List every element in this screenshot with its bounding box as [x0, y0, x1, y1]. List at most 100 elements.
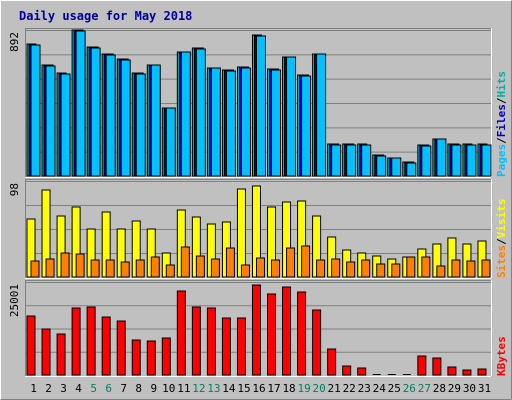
bar-pages	[436, 138, 447, 177]
bar-kbytes	[176, 290, 186, 376]
x-axis-day-labels: 1 2 3 4 5 6 7 8 9 10 11 12 13 14 15 16 17 18 19 20 21 22 23 24 2…	[30, 382, 491, 395]
bar-sites	[451, 259, 461, 278]
bar-kbytes	[297, 291, 307, 376]
bar-kbytes	[447, 366, 457, 376]
x-tick-label: 30	[463, 382, 476, 395]
x-tick-label: 6	[105, 382, 112, 395]
bar-pages	[45, 65, 56, 177]
bar-pages	[255, 35, 266, 177]
bar-sites	[361, 259, 371, 278]
bar-sites	[331, 258, 341, 278]
bar-sites	[466, 260, 476, 278]
bar-pages	[240, 67, 251, 177]
bar-pages	[286, 56, 297, 177]
x-tick-label: 21	[328, 382, 341, 395]
x-tick-label: 15	[237, 382, 250, 395]
x-tick-label: 22	[343, 382, 356, 395]
x-tick-label: 18	[282, 382, 295, 395]
bar-sites	[255, 257, 265, 278]
panel-kbytes: 25001 KBytes	[8, 280, 508, 377]
bar-kbytes	[282, 286, 292, 376]
legend: KBytes	[495, 336, 508, 376]
legend-entry: Pages	[495, 144, 508, 177]
x-tick-label: 27	[418, 382, 431, 395]
bar-pages	[451, 144, 462, 177]
x-tick-label: 19	[297, 382, 310, 395]
bar-kbytes	[41, 328, 51, 376]
bar-sites	[150, 256, 160, 278]
bar-kbytes	[312, 309, 322, 376]
panel-visits-sites: 98 Sites/Visits	[8, 179, 508, 279]
bar-pages	[195, 48, 206, 177]
bar-kbytes	[327, 348, 337, 376]
bar-sites	[406, 256, 416, 278]
bar-kbytes	[26, 315, 36, 376]
bar-pages	[301, 75, 312, 177]
bar-sites	[210, 258, 220, 278]
x-tick-label: 11	[177, 382, 190, 395]
x-tick-label: 10	[162, 382, 175, 395]
bar-kbytes	[462, 369, 472, 376]
bar-sites	[105, 259, 115, 278]
bar-sites	[240, 264, 250, 278]
x-tick-label: 24	[373, 382, 387, 395]
bar-sites	[316, 259, 326, 278]
y-axis-max-label: 25001	[8, 284, 21, 317]
bar-pages	[225, 70, 236, 177]
bar-pages	[391, 157, 402, 177]
bar-kbytes	[417, 355, 427, 376]
x-tick-label: 7	[120, 382, 127, 395]
chart-title: Daily usage for May 2018	[19, 9, 192, 23]
x-tick-label: 28	[433, 382, 446, 395]
bar-kbytes	[191, 306, 201, 376]
bar-pages	[90, 47, 101, 177]
legend-entry: Files	[495, 104, 508, 137]
bar-sites	[376, 263, 386, 278]
bar-pages	[346, 144, 357, 177]
bar-kbytes	[206, 307, 216, 376]
bar-sites	[481, 259, 491, 278]
bar-sites	[436, 265, 446, 278]
bar-kbytes	[86, 306, 96, 376]
legend-entry: /	[495, 137, 508, 144]
bar-pages	[60, 73, 71, 177]
legend: Pages/Files/Hits	[495, 71, 508, 177]
bar-pages	[120, 59, 131, 177]
x-tick-label: 31	[478, 382, 491, 395]
x-tick-label: 20	[313, 382, 326, 395]
y-axis-max-label: 892	[8, 32, 21, 52]
bar-kbytes	[56, 333, 66, 376]
bar-sites	[165, 264, 175, 278]
bar-sites	[391, 263, 401, 278]
bar-kbytes	[146, 340, 156, 376]
x-tick-label: 29	[448, 382, 461, 395]
bar-sites	[45, 258, 55, 278]
legend-entry: Sites	[495, 245, 508, 278]
bar-pages	[406, 162, 417, 177]
bar-sites	[346, 261, 356, 278]
legend-entry: KBytes	[495, 336, 508, 376]
bar-kbytes	[357, 367, 367, 376]
x-tick-label: 9	[150, 382, 157, 395]
x-tick-label: 14	[222, 382, 236, 395]
bar-pages	[376, 155, 387, 177]
bar-sites	[60, 252, 70, 278]
bar-kbytes	[267, 293, 277, 376]
bar-sites	[180, 246, 190, 278]
bar-pages	[421, 145, 432, 177]
bar-sites	[120, 261, 130, 278]
bar-kbytes	[221, 317, 231, 376]
x-tick-label: 2	[45, 382, 52, 395]
legend-entry: Hits	[495, 71, 508, 98]
x-tick-label: 8	[135, 382, 142, 395]
bar-kbytes	[432, 357, 442, 376]
bar-sites	[30, 260, 40, 278]
bar-pages	[271, 69, 282, 177]
x-tick-label: 13	[207, 382, 220, 395]
x-tick-label: 26	[403, 382, 416, 395]
bar-pages	[361, 144, 372, 177]
bar-sites	[75, 253, 85, 278]
bar-sites	[225, 247, 235, 278]
bar-sites	[195, 255, 205, 278]
